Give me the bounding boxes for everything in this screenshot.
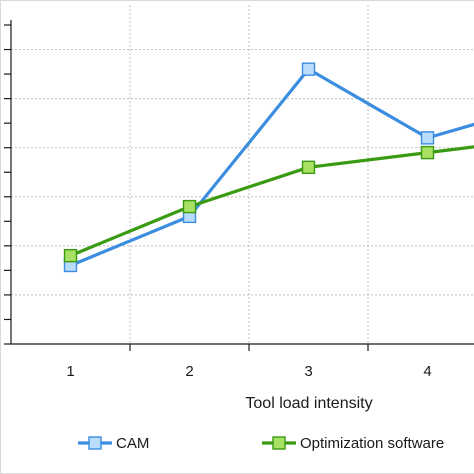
data-point-marker: [63, 248, 78, 263]
data-point-marker: [182, 199, 197, 214]
legend-marker-1: [272, 436, 286, 450]
x-tick-label: 1: [66, 363, 74, 380]
legend-marker-0: [88, 436, 102, 450]
legend-label-1: Optimization software: [300, 435, 444, 452]
data-point-marker: [420, 145, 435, 160]
x-axis-title: Tool load intensity: [245, 395, 372, 412]
axes: [4, 20, 474, 351]
legend-label-0: CAM: [116, 435, 149, 452]
gridlines: [11, 5, 474, 344]
x-tick-label: 3: [304, 363, 312, 380]
legend: CAM Optimization software: [78, 435, 444, 452]
series-group: [63, 62, 474, 273]
data-point-marker: [301, 160, 316, 175]
x-tick-labels: 12345: [66, 363, 431, 380]
x-tick-label: 4: [423, 363, 431, 380]
x-tick-label: 2: [185, 363, 193, 380]
data-point-marker: [301, 62, 316, 76]
data-point-marker: [420, 131, 435, 145]
